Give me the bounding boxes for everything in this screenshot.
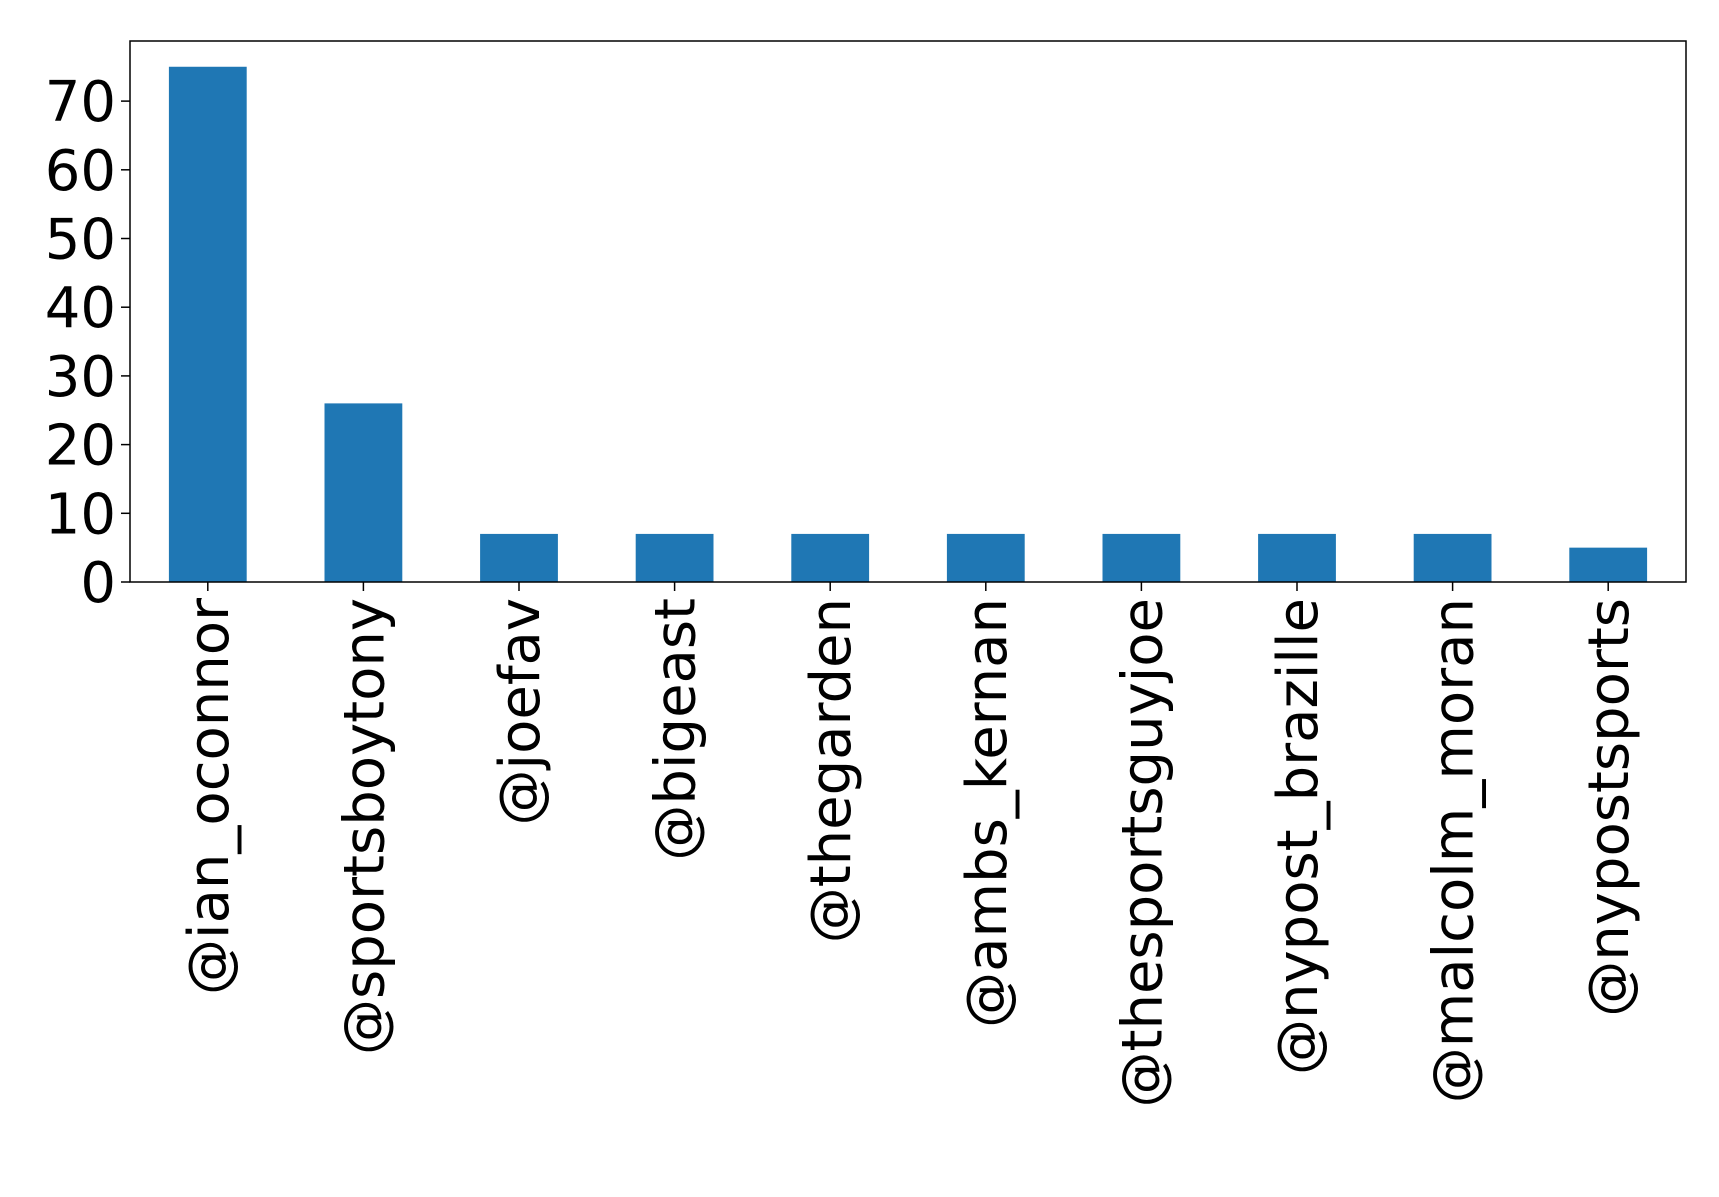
bar — [168, 66, 247, 582]
x-tick-label: @bigeast — [644, 598, 709, 861]
bars-group — [168, 66, 1648, 582]
y-tick-label: 0 — [80, 551, 116, 616]
bar — [1569, 547, 1648, 582]
x-tick-label: @sportsboytony — [332, 598, 397, 1055]
x-tick-label: @nypost_brazille — [1266, 598, 1331, 1075]
y-tick-label: 50 — [45, 208, 116, 273]
x-tick-label: @joefav — [488, 598, 553, 825]
bar — [324, 403, 403, 582]
bar — [1102, 533, 1181, 582]
y-tick-label: 40 — [45, 276, 116, 341]
x-tick-label: @malcolm_moran — [1422, 598, 1487, 1103]
bar — [1258, 533, 1336, 582]
y-tick-label: 70 — [45, 70, 116, 135]
y-tick-label: 10 — [45, 482, 116, 547]
y-tick-label: 30 — [45, 345, 116, 410]
x-tick-label: @thesportsguyjoe — [1110, 598, 1175, 1108]
x-tick-label: @nypostsports — [1577, 598, 1642, 1017]
plot-frame — [129, 40, 1687, 583]
bar — [791, 533, 870, 582]
bar — [480, 533, 558, 582]
x-tick-label: @ian_oconnor — [177, 597, 242, 995]
x-tick-label: @ambs_kernan — [955, 598, 1020, 1028]
x-tick-label: @thegarden — [799, 598, 864, 943]
x-axis: @ian_oconnor @sportsboytony @joefav @bigeas… — [177, 582, 1642, 1108]
y-tick-label: 60 — [45, 139, 116, 204]
bar — [1413, 533, 1492, 582]
y-tick-label: 20 — [45, 414, 116, 479]
bar — [635, 533, 714, 582]
bar — [946, 533, 1025, 582]
